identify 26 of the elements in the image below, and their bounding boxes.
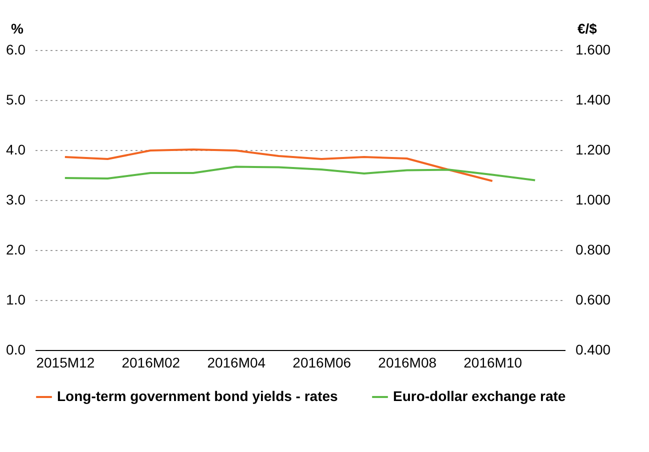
- y2-tick-label: 1.000: [576, 192, 611, 208]
- y2-tick-label: 1.600: [576, 42, 611, 58]
- x-tick-label: 2016M06: [292, 354, 352, 370]
- x-tick-label: 2016M10: [464, 354, 522, 370]
- x-tick-label: 2016M08: [378, 354, 437, 370]
- y-tick-label: 2.0: [6, 242, 26, 258]
- x-tick-label: 2016M02: [122, 354, 180, 370]
- y-axis-title: %: [11, 20, 24, 36]
- y-tick-label: 0.0: [6, 342, 26, 358]
- y2-tick-label: 0.600: [576, 292, 611, 308]
- y2-axis-title: €/$: [578, 20, 598, 36]
- y2-tick-label: 0.400: [576, 342, 611, 358]
- x-tick-label: 2016M04: [207, 354, 266, 370]
- y2-tick-label: 0.800: [576, 242, 611, 258]
- y-tick-label: 6.0: [6, 42, 26, 58]
- x-tick-label: 2015M12: [36, 354, 95, 370]
- line-series: [64, 166, 536, 182]
- y-tick-label: 5.0: [6, 92, 26, 108]
- y-tick-label: 4.0: [6, 142, 26, 158]
- y-tick-label: 1.0: [6, 292, 26, 308]
- line-series: [64, 148, 494, 182]
- y-tick-label: 3.0: [6, 192, 26, 208]
- legend-label: Euro-dollar exchange rate: [393, 388, 566, 404]
- y2-tick-label: 1.200: [576, 142, 611, 158]
- y2-tick-label: 1.400: [576, 92, 611, 108]
- legend-label: Long-term government bond yields - rates: [57, 388, 338, 404]
